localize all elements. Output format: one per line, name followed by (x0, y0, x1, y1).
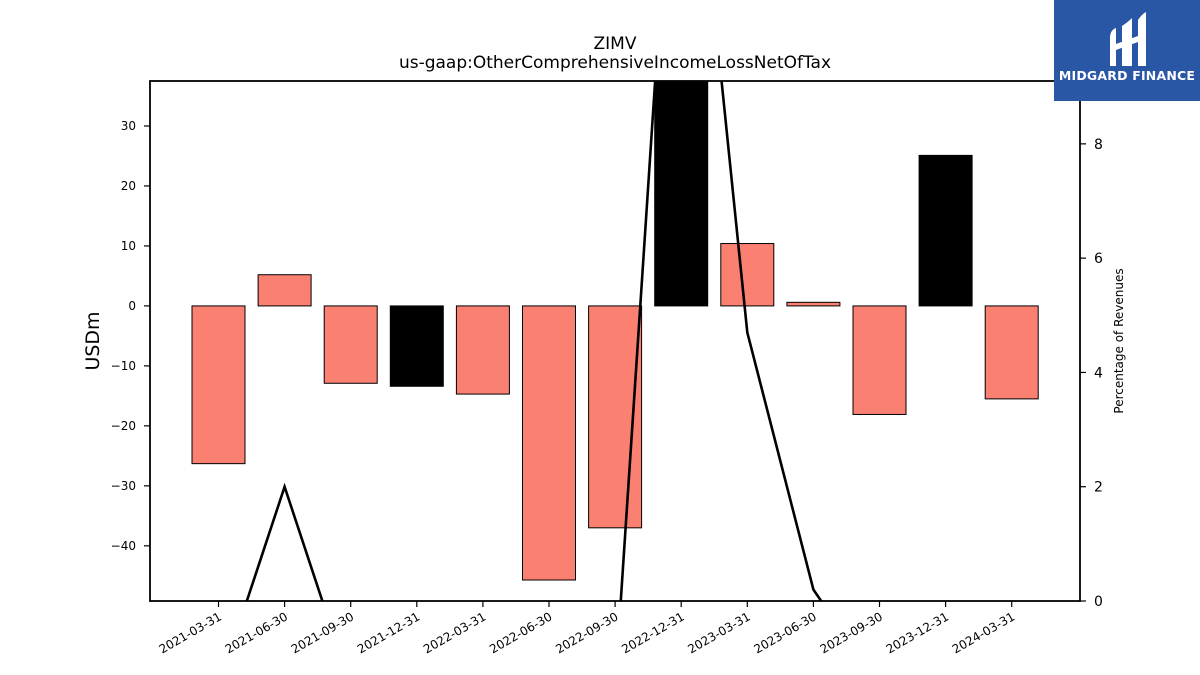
x-tick-label: 2023-09-30 (818, 609, 885, 656)
bar (191, 305, 246, 465)
x-tick-label: 2023-06-30 (751, 609, 818, 656)
x-tick-label: 2023-12-31 (884, 609, 951, 656)
brand-logo: MIDGARD FINANCE (1054, 0, 1200, 101)
x-tick-label: 2022-03-31 (421, 609, 488, 656)
y-tick-label: −30 (111, 479, 136, 493)
y-tick-label: 20 (121, 179, 136, 193)
y2-axis-label: Percentage of Revenues (1112, 268, 1126, 413)
y-tick-label: 10 (121, 239, 136, 253)
bar (389, 305, 444, 387)
brand-logo-text: MIDGARD FINANCE (1058, 68, 1196, 83)
x-tick-label: 2021-12-31 (355, 609, 422, 656)
x-tick-label: 2021-09-30 (289, 609, 356, 656)
y2-tick-label: 2 (1094, 480, 1103, 496)
bar (786, 301, 841, 307)
y2-tick-label: 6 (1094, 251, 1103, 267)
x-tick-label: 2021-03-31 (157, 609, 224, 656)
y-tick-label: −10 (111, 359, 136, 373)
chart-title: ZIMV (594, 34, 637, 54)
y-tick-label: 30 (121, 119, 136, 133)
x-tick-label: 2022-09-30 (553, 609, 620, 656)
y-tick-label: −40 (111, 539, 136, 553)
x-tick-label: 2021-06-30 (223, 609, 290, 656)
y-tick-label: −20 (111, 419, 136, 433)
bar (323, 305, 378, 384)
bar (654, 81, 709, 307)
x-tick-label: 2024-03-31 (950, 609, 1017, 656)
bar (522, 305, 576, 581)
bar (455, 305, 510, 395)
y2-tick-label: 4 (1094, 365, 1103, 381)
midgard-logo-icon (1110, 12, 1146, 66)
y-tick-label: 0 (128, 299, 136, 313)
bar (918, 154, 973, 307)
y2-tick-label: 0 (1094, 594, 1103, 610)
bar (720, 243, 775, 307)
bar (257, 274, 312, 307)
y2-tick-label: 8 (1094, 137, 1103, 153)
bars-group (191, 81, 1039, 581)
x-tick-label: 2022-12-31 (619, 609, 686, 656)
bar (984, 305, 1039, 400)
plot-area: −40−30−20−100102030024682021-03-312021-0… (111, 80, 1103, 656)
y-axis-label: USDm (82, 311, 104, 370)
x-tick-label: 2022-06-30 (487, 609, 554, 656)
x-tick-label: 2023-03-31 (685, 609, 752, 656)
chart-subtitle: us-gaap:OtherComprehensiveIncomeLossNetO… (399, 53, 831, 73)
bar (852, 305, 907, 415)
